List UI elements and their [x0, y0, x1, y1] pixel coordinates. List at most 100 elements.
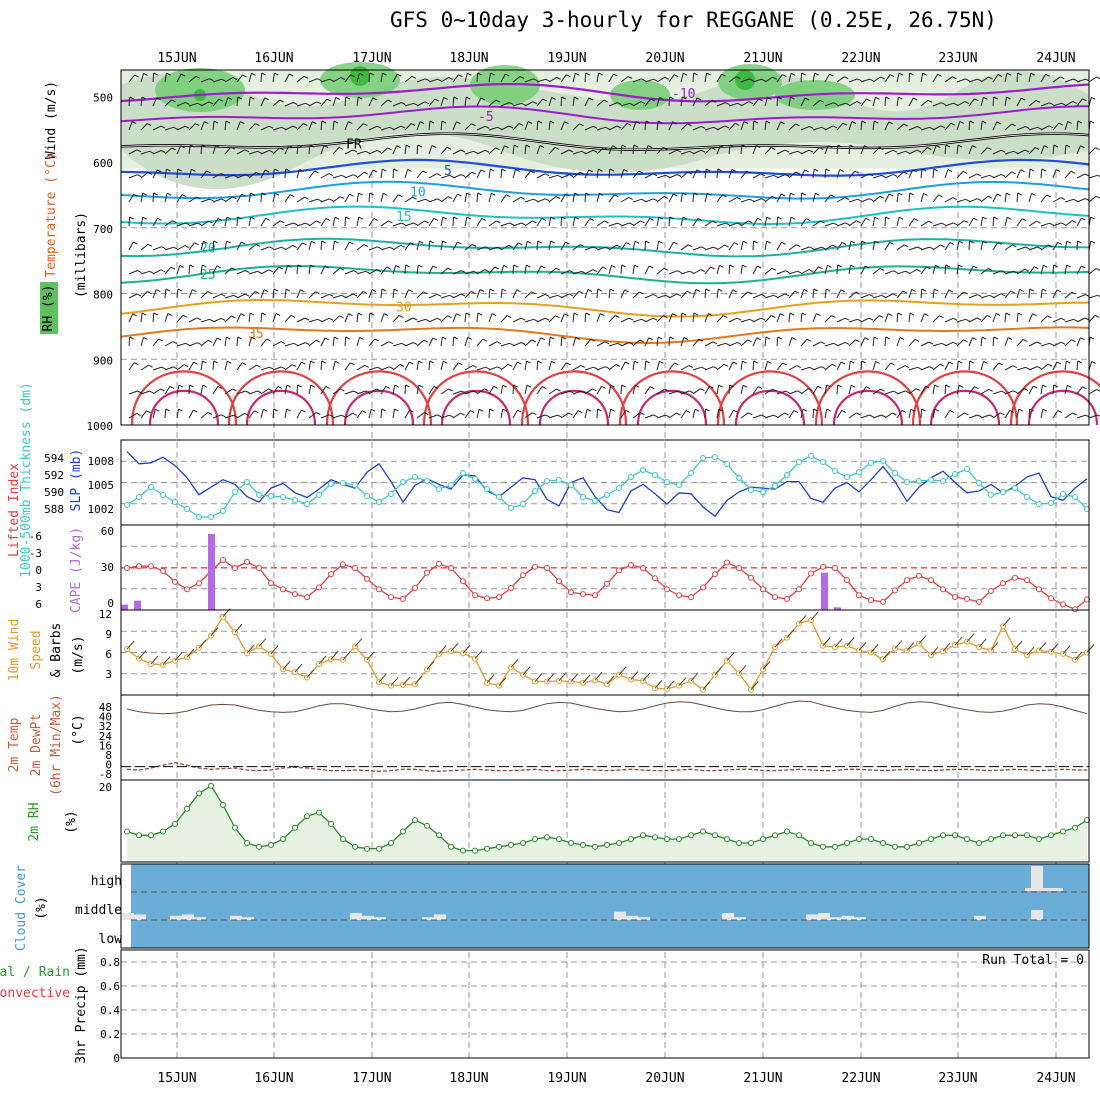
wind-barb-flag: [624, 361, 630, 365]
wind-barb-flag: [941, 342, 946, 346]
wind10m-barb: [750, 681, 759, 690]
wind-barb-flag: [309, 144, 315, 148]
wind-barb-flag: [189, 264, 195, 268]
wind-barb-flag: [569, 270, 574, 274]
wind-barb: [416, 291, 424, 299]
wind-barb: [608, 364, 617, 371]
wind-barb-flag: [747, 339, 752, 343]
wind-barb: [488, 126, 498, 131]
wind-barb: [512, 361, 518, 371]
rh2m-point: [568, 840, 574, 846]
cape-bar: [208, 534, 215, 610]
wind-barb: [812, 385, 818, 395]
wind-barb-flag: [826, 384, 831, 388]
pressure-tick: 900: [93, 354, 113, 367]
wind-barb: [956, 170, 964, 179]
wind-barb-flag: [413, 102, 418, 106]
wind-barb: [356, 217, 360, 227]
wind-barb-flag: [917, 366, 922, 370]
wind-barb: [524, 291, 532, 299]
wind-barb-flag: [473, 270, 478, 274]
wind-barb-flag: [623, 168, 628, 172]
wind-barb-flag: [880, 76, 885, 80]
wind-barb: [212, 414, 222, 419]
wind-barb: [992, 216, 995, 227]
wind-barb-flag: [255, 243, 261, 247]
wind-barb: [968, 337, 973, 347]
wind-barb: [620, 242, 627, 251]
wind-barb: [1076, 78, 1086, 83]
wind-barb: [344, 193, 350, 203]
wind-barb-flag: [363, 244, 369, 247]
wind-barb-flag: [808, 149, 814, 153]
wind-barb: [392, 364, 401, 371]
wind-barb: [1004, 217, 1008, 227]
wind-barb-flag: [508, 244, 513, 248]
wind-barb-flag: [777, 216, 782, 220]
wind-barb-flag: [911, 288, 916, 292]
wind-barb-flag: [137, 270, 142, 273]
wind-barb-flag: [688, 244, 693, 248]
wind-barb: [776, 270, 786, 275]
label-thickness: 1000-500mb Thickness (dm): [19, 382, 34, 578]
wind-barb: [884, 173, 894, 179]
wind-barb: [824, 73, 830, 83]
wind-barb-flag: [184, 245, 190, 248]
wind-barb-flag: [1000, 149, 1006, 153]
wind-barb: [1088, 294, 1098, 299]
wind-barb: [200, 220, 209, 227]
wind-barb: [380, 99, 389, 107]
wind-barb-flag: [729, 264, 734, 268]
thickness-point: [784, 472, 790, 478]
thickness-point: [508, 505, 514, 511]
wind-barb: [992, 336, 995, 347]
rh2m-point: [940, 832, 946, 839]
wind-barb: [536, 360, 539, 371]
wind-barb: [968, 145, 973, 155]
wind-barb-flag: [148, 364, 153, 368]
wind-barb: [416, 144, 419, 155]
wind10m-barb: [126, 640, 135, 650]
wind-barb-flag: [244, 412, 249, 416]
wind-barb-flag: [742, 384, 748, 388]
wind-barb: [500, 145, 505, 155]
wind-barb: [896, 123, 905, 131]
wind-barb: [284, 102, 294, 107]
wind-barb: [464, 150, 474, 155]
wind-barb-flag: [471, 244, 477, 247]
wind-barb: [728, 145, 731, 155]
wind-barb: [1016, 246, 1026, 251]
wind-barb: [692, 338, 700, 347]
wind-barb: [764, 294, 774, 299]
wind-barb: [272, 99, 281, 107]
wind-barb-flag: [928, 220, 933, 224]
wind-barb: [548, 337, 551, 347]
rh2m-point: [208, 782, 214, 789]
wind-barb: [620, 264, 623, 275]
wind-barb: [1052, 144, 1055, 155]
wind-barb-flag: [410, 123, 416, 126]
wind-barb-flag: [1036, 341, 1042, 345]
wind-barb-flag: [694, 408, 700, 412]
wind-barb-flag: [785, 174, 790, 177]
wind-barb-flag: [478, 408, 484, 412]
wind-barb-flag: [273, 288, 279, 292]
wind-barb: [284, 409, 288, 419]
wind-barb-flag: [850, 384, 856, 388]
wind-barb-flag: [813, 288, 819, 292]
wind-barb-flag: [898, 72, 904, 76]
wind-barb: [704, 266, 711, 275]
wind-barb-flag: [240, 121, 245, 125]
wind-barb-flag: [974, 98, 979, 102]
wind-barb-flag: [328, 317, 334, 321]
wind-barb: [680, 217, 684, 227]
wind-barb-flag: [849, 144, 855, 148]
labels-layer: 15JUN15JUN16JUN16JUN17JUN17JUN18JUN18JUN…: [0, 51, 1084, 1086]
wind-barb: [728, 341, 738, 347]
wind-barb: [236, 216, 239, 227]
wind-barb-flag: [1048, 244, 1053, 248]
wind-barb-flag: [749, 318, 754, 322]
wind-barb: [284, 194, 291, 203]
rh2m-point: [364, 845, 370, 852]
wind-barb-flag: [340, 77, 346, 80]
